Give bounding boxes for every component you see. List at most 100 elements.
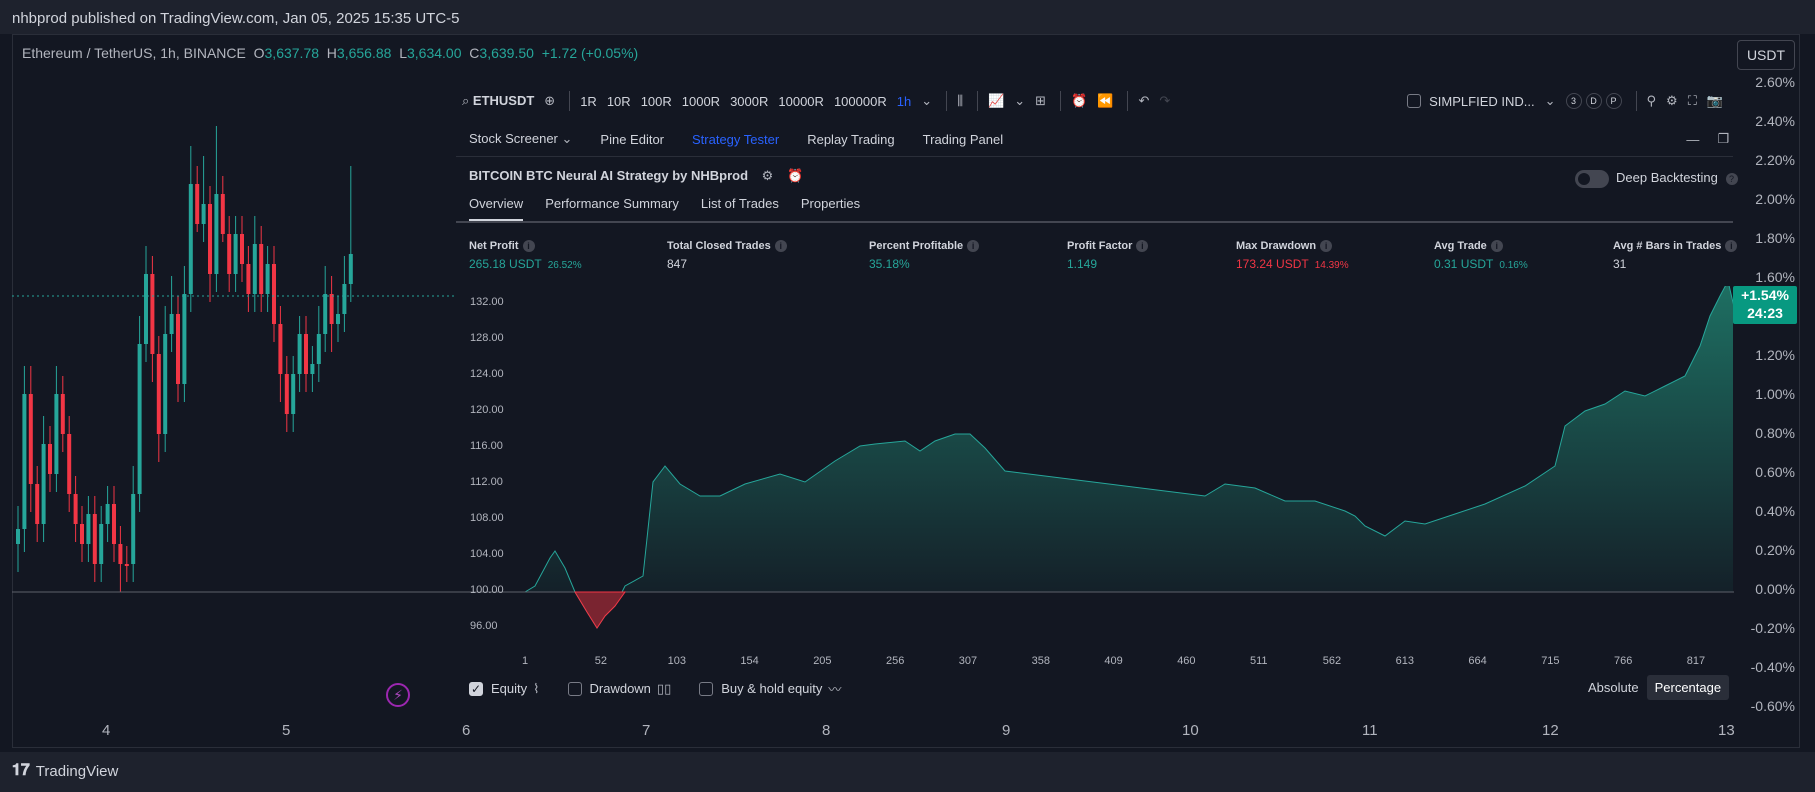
tab-replay-trading[interactable]: Replay Trading <box>807 131 895 147</box>
equity-checkbox[interactable]: ✓ <box>469 681 483 696</box>
camera-icon[interactable]: 📷 <box>1706 93 1723 108</box>
toolbar-divider <box>1635 91 1637 111</box>
candle-body <box>284 374 289 414</box>
absolute-button[interactable]: Absolute <box>1588 680 1639 695</box>
percentage-button[interactable]: Percentage <box>1646 675 1730 700</box>
add-symbol-icon[interactable]: ⊕ <box>544 93 556 108</box>
candle-body <box>92 514 97 564</box>
candle-body <box>220 194 225 234</box>
buyhold-checkbox[interactable] <box>699 681 714 696</box>
price-axis[interactable]: 2.60%2.40%2.20%2.00%1.80%1.60%1.40%1.20%… <box>1733 74 1799 714</box>
strategy-title[interactable]: BITCOIN BTC Neural AI Strategy by NHBpro… <box>469 168 803 184</box>
tab-trading-panel[interactable]: Trading Panel <box>922 131 1004 147</box>
maximize-icon[interactable]: ❐ <box>1717 131 1729 146</box>
currency-button[interactable]: USDT <box>1737 40 1795 70</box>
quick-search-icon[interactable]: ⚲ <box>1646 93 1657 108</box>
equity-axis-tick: 112.00 <box>470 476 503 488</box>
info-icon[interactable]: i <box>1490 240 1503 253</box>
tv-logo-icon: 𝟏𝟕 <box>12 762 30 779</box>
mode-switch: Absolute Percentage <box>1580 675 1730 700</box>
equity-chart[interactable] <box>456 286 1733 656</box>
price-axis-tick: 1.00% <box>1755 386 1795 402</box>
interval-100r[interactable]: 100R <box>640 93 672 109</box>
indicator-template[interactable]: SIMPLFIED IND... <box>1429 93 1535 109</box>
symbol-legend[interactable]: Ethereum / TetherUS, 1h, BINANCE O3,637.… <box>22 45 638 61</box>
equity-options: ✓ Equity ⌇ Drawdown ▯▯ Buy & hold equity… <box>469 679 841 698</box>
interval-1000r[interactable]: 1000R <box>681 93 721 109</box>
equity-area <box>525 286 1733 628</box>
candlestick-chart[interactable] <box>12 74 456 684</box>
trade-axis-tick: 1 <box>522 655 529 667</box>
toolbar-divider <box>1060 91 1062 111</box>
indicator-checkbox[interactable] <box>1407 94 1422 108</box>
equity-axis-tick: 128.00 <box>470 332 504 344</box>
info-icon[interactable]: i <box>967 240 980 253</box>
info-icon[interactable]: i <box>774 240 787 253</box>
candle-body <box>67 434 72 494</box>
undo-icon[interactable]: ↶ <box>1138 93 1150 108</box>
tab-stock-screener[interactable]: Stock Screener ⌄ <box>469 131 572 147</box>
trade-axis-tick: 409 <box>1104 655 1123 667</box>
info-icon[interactable]: i <box>1320 240 1333 253</box>
candle-body <box>246 264 251 294</box>
interval-100000r[interactable]: 100000R <box>833 93 887 109</box>
tab-pine-editor[interactable]: Pine Editor <box>600 131 664 147</box>
candle-type-icon[interactable]: ⫼ <box>957 93 964 108</box>
metric-label: Avg # Bars in Trades <box>1613 240 1722 252</box>
candle-body <box>169 314 174 334</box>
legend-high: 3,656.88 <box>336 45 392 61</box>
alert-add-icon[interactable]: ⏰ <box>786 168 804 183</box>
legend-low-label: L <box>399 45 407 61</box>
layout-grid-icon[interactable]: ⊞ <box>1035 93 1047 108</box>
settings-icon[interactable]: ⚙ <box>761 168 774 183</box>
replay-icon[interactable]: ⏪ <box>1097 93 1114 108</box>
settings-icon[interactable]: ⚙ <box>1666 93 1678 108</box>
interval-3000r[interactable]: 3000R <box>730 93 769 109</box>
lightning-icon[interactable]: ⚡ <box>386 683 410 707</box>
time-axis-tick: 6 <box>462 722 471 739</box>
drawdown-checkbox[interactable] <box>567 681 582 696</box>
info-icon[interactable]: i <box>1136 240 1149 253</box>
badge-d[interactable]: D <box>1585 93 1602 109</box>
tab-properties[interactable]: Properties <box>800 196 861 211</box>
symbol-search[interactable]: ⌕ ETHUSDT <box>462 93 534 109</box>
tradingview-logo[interactable]: 𝟏𝟕 TradingView <box>12 762 118 780</box>
tab-overview[interactable]: Overview <box>469 196 524 222</box>
redo-icon[interactable]: ↷ <box>1159 93 1171 108</box>
chevron-down-icon[interactable]: ⌄ <box>1014 93 1026 108</box>
tab-strategy-tester[interactable]: Strategy Tester <box>692 131 780 147</box>
help-icon[interactable]: ? <box>1725 172 1738 185</box>
time-axis-tick: 12 <box>1542 722 1559 739</box>
minimize-icon[interactable]: — <box>1686 131 1700 147</box>
toolbar-divider <box>569 91 571 111</box>
badge-p[interactable]: P <box>1605 93 1622 109</box>
candle-body <box>272 264 276 324</box>
legend-low: 3,634.00 <box>407 45 462 61</box>
trade-axis-tick: 154 <box>740 655 759 667</box>
candle-body <box>105 504 110 524</box>
info-icon[interactable]: i <box>1725 240 1738 253</box>
trade-axis-tick: 613 <box>1395 655 1414 667</box>
tab-list-of-trades[interactable]: List of Trades <box>700 196 779 211</box>
candle-body <box>227 234 232 274</box>
indicators-icon[interactable]: 📈 <box>988 93 1005 108</box>
metric-percent: 14.39% <box>1314 260 1349 272</box>
alert-icon[interactable]: ⏰ <box>1071 93 1088 108</box>
interval-1r[interactable]: 1R <box>580 93 597 109</box>
candle-body <box>336 314 340 324</box>
price-axis-tick: -0.40% <box>1750 659 1795 675</box>
tab-performance-summary[interactable]: Performance Summary <box>545 196 679 211</box>
fullscreen-icon[interactable]: ⛶ <box>1687 93 1697 108</box>
metric-label: Avg Trade <box>1434 240 1487 252</box>
metric-percent-profitable: Percent Profitable i 35.18% <box>869 240 980 271</box>
deep-backtesting-toggle[interactable] <box>1575 170 1609 188</box>
interval-10000r[interactable]: 10000R <box>778 93 824 109</box>
chevron-down-icon[interactable]: ⌄ <box>921 93 933 108</box>
badge-3[interactable]: 3 <box>1565 93 1582 109</box>
interval-1h[interactable]: 1h <box>896 93 912 109</box>
trade-axis-tick: 460 <box>1177 655 1196 667</box>
info-icon[interactable]: i <box>522 240 535 253</box>
interval-10r[interactable]: 10R <box>606 93 631 109</box>
chevron-down-icon[interactable]: ⌄ <box>1544 93 1556 108</box>
candle-body <box>176 314 180 384</box>
